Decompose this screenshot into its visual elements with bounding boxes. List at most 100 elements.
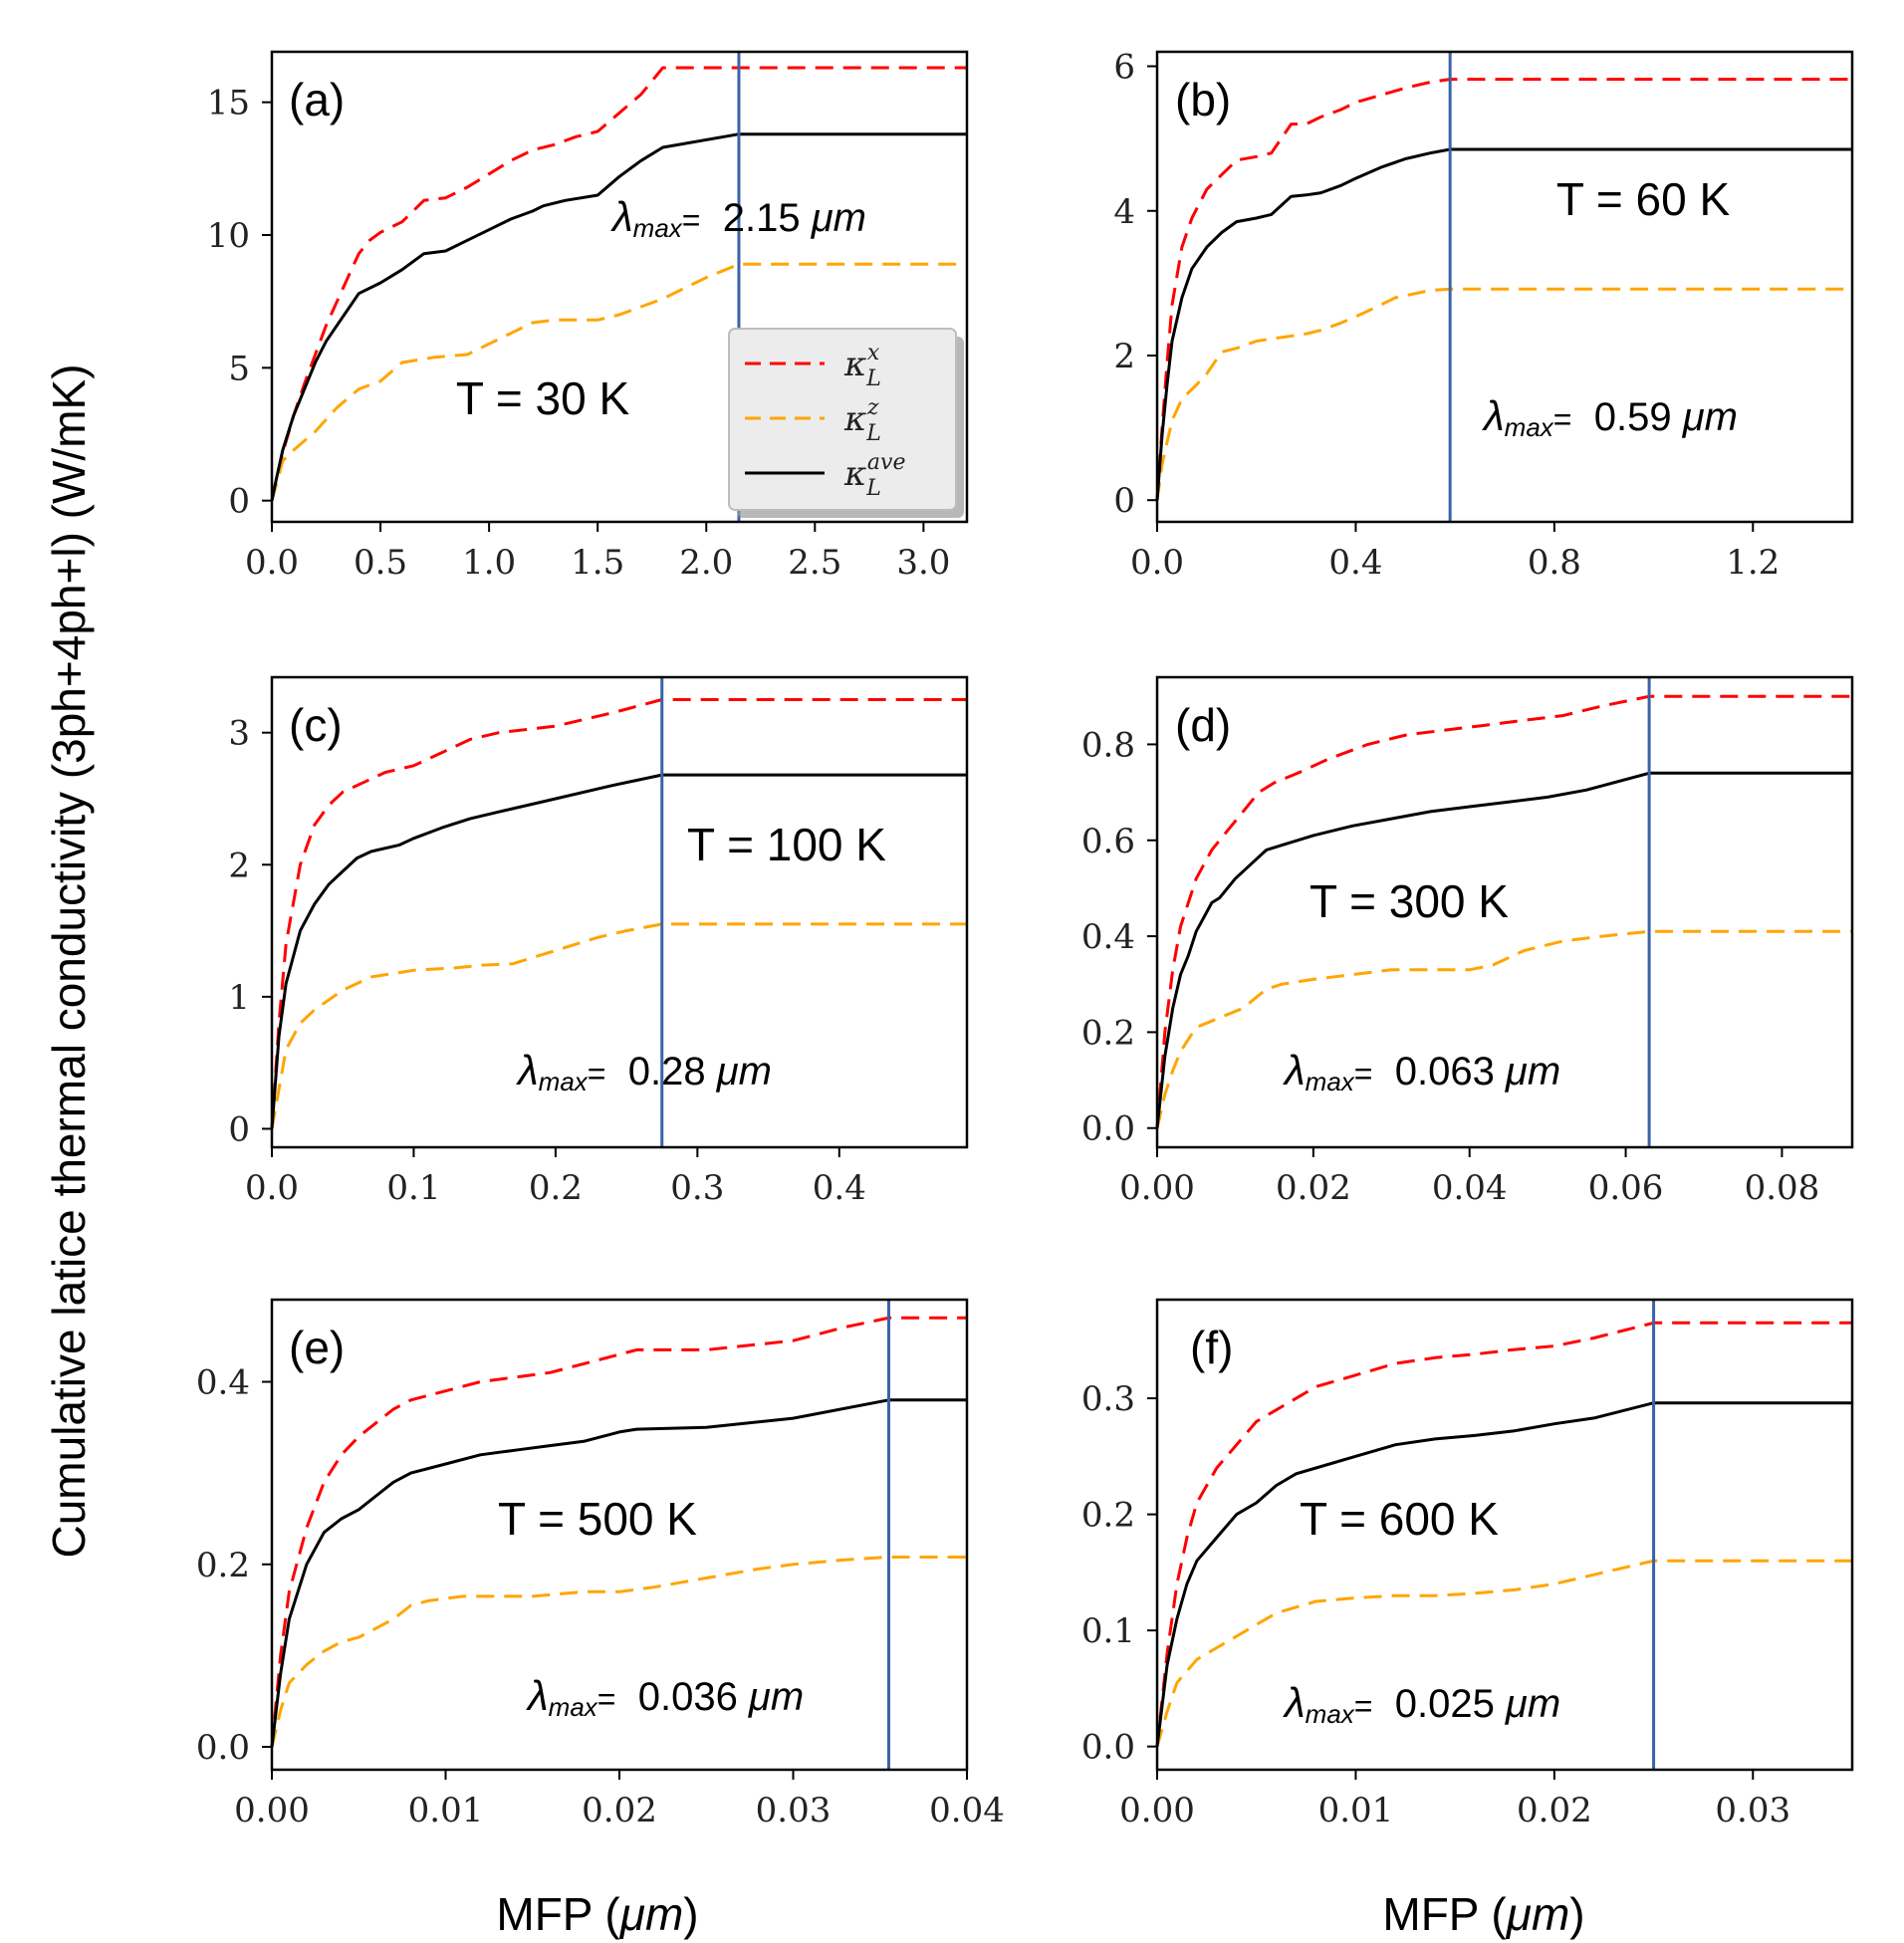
x-tick-label: 0.03 xyxy=(1715,1791,1790,1830)
lambda-max-label: λmax= 0.59 μm xyxy=(1482,392,1738,442)
y-tick-label: 0.6 xyxy=(1081,822,1135,861)
y-tick-label: 0.3 xyxy=(1081,1379,1135,1419)
y-tick-label: 0 xyxy=(1113,481,1135,521)
y-tick-label: 0.1 xyxy=(1081,1611,1135,1651)
series-line-kave xyxy=(270,773,967,1129)
y-axis-label: Cumulative latice thermal conductivity (… xyxy=(43,364,95,1558)
panel-b: 0.0 0.4 0.8 1.2 0 2 4 6 (b) T = 60 K λmax= 0.59 μm xyxy=(1113,48,1854,583)
x-tick-label: 0.01 xyxy=(1318,1791,1394,1830)
x-axis-label-right: MFP (μm) xyxy=(1382,1888,1584,1940)
y-tick-label: 0.2 xyxy=(196,1546,250,1585)
x-tick-label: 1.0 xyxy=(462,543,516,583)
series-line-kx xyxy=(270,1316,967,1748)
y-tick-label: 2 xyxy=(228,846,250,885)
x-tick-label: 0.4 xyxy=(813,1168,866,1208)
series-line-kx xyxy=(1155,1321,1852,1747)
temperature-label: T = 300 K xyxy=(1309,875,1509,927)
x-tick-label: 1.5 xyxy=(571,543,624,583)
legend-label: κLave xyxy=(843,450,905,501)
x-tick-label: 1.2 xyxy=(1726,543,1780,583)
legend-label: κLz xyxy=(843,395,881,446)
x-tick-label: 0.02 xyxy=(1517,1791,1592,1830)
series-line-kave xyxy=(1155,1401,1852,1747)
temperature-label: T = 30 K xyxy=(456,372,630,424)
y-tick-label: 0.0 xyxy=(196,1728,250,1768)
y-tick-label: 0 xyxy=(228,482,250,522)
panel-label: (d) xyxy=(1175,699,1231,751)
y-tick-label: 2 xyxy=(1113,337,1135,376)
panel-a: 0.0 0.5 1.0 1.5 2.0 2.5 3.0 0 5 10 15 (a) T = 30 K λm… xyxy=(207,50,969,583)
panel-e: 0.00 0.01 0.02 0.03 0.04 0.0 0.2 0.4 (e) T = 500 … xyxy=(196,1298,1005,1830)
x-tick-label: 0.06 xyxy=(1588,1168,1664,1208)
legend-label: κLx xyxy=(843,341,881,391)
series-line-kave xyxy=(1155,771,1852,1128)
x-tick-label: 3.0 xyxy=(896,543,950,583)
x-tick-label: 0.8 xyxy=(1528,543,1581,583)
series-line-kave xyxy=(1155,147,1852,501)
panel-label: (c) xyxy=(289,699,343,751)
panel-label: (e) xyxy=(289,1322,345,1373)
temperature-label: T = 60 K xyxy=(1556,173,1731,225)
x-tick-label: 0.0 xyxy=(245,1168,299,1208)
x-tick-label: 0.03 xyxy=(756,1791,832,1830)
panel-label: (f) xyxy=(1190,1322,1233,1373)
series-line-kave xyxy=(270,1398,967,1748)
x-tick-label: 0.1 xyxy=(386,1168,440,1208)
x-tick-label: 0.01 xyxy=(408,1791,484,1830)
x-tick-label: 2.0 xyxy=(679,543,733,583)
y-tick-label: 0.0 xyxy=(1081,1109,1135,1149)
lambda-max-label: λmax= 0.28 μm xyxy=(516,1047,772,1096)
x-tick-label: 0.00 xyxy=(1119,1791,1195,1830)
plot-frame xyxy=(1155,675,1854,1149)
x-tick-label: 0.0 xyxy=(1130,543,1184,583)
series-line-kx xyxy=(270,66,967,502)
x-tick-label: 0.04 xyxy=(929,1791,1005,1830)
series-line-kz xyxy=(1155,287,1852,501)
lambda-max-label: λmax= 0.036 μm xyxy=(526,1672,804,1722)
legend: κLx κLz κLave xyxy=(728,328,964,518)
x-tick-label: 0.00 xyxy=(234,1791,310,1830)
panel-f: 0.00 0.01 0.02 0.03 0.0 0.1 0.2 0.3 (f) T = 600 K… xyxy=(1081,1298,1854,1830)
y-tick-label: 0.4 xyxy=(196,1362,250,1402)
x-tick-label: 0.02 xyxy=(1276,1168,1351,1208)
x-tick-label: 0.08 xyxy=(1745,1168,1820,1208)
y-tick-label: 0 xyxy=(228,1109,250,1149)
y-tick-label: 0.4 xyxy=(1081,917,1135,957)
lambda-max-label: λmax= 0.063 μm xyxy=(1283,1047,1560,1096)
series-line-kx xyxy=(1155,78,1852,501)
series-line-kz xyxy=(270,922,967,1129)
lambda-max-label: λmax= 0.025 μm xyxy=(1283,1679,1560,1729)
x-tick-label: 0.5 xyxy=(354,543,407,583)
temperature-label: T = 600 K xyxy=(1300,1493,1499,1545)
temperature-label: T = 500 K xyxy=(498,1493,697,1545)
y-tick-label: 3 xyxy=(228,714,250,754)
y-tick-label: 5 xyxy=(228,349,250,388)
series-line-kz xyxy=(1155,1559,1852,1748)
x-tick-label: 0.2 xyxy=(529,1168,583,1208)
x-axis-label-left: MFP (μm) xyxy=(496,1888,698,1940)
y-tick-label: 1 xyxy=(228,978,250,1018)
y-tick-label: 10 xyxy=(207,216,250,256)
series-line-kz xyxy=(270,1556,967,1748)
series-line-kave xyxy=(270,132,967,502)
panel-label: (a) xyxy=(289,74,345,125)
panel-c: 0.0 0.1 0.2 0.3 0.4 0 1 2 3 (c) T = 100 K λmax= 0.2… xyxy=(228,675,969,1208)
x-tick-label: 0.02 xyxy=(582,1791,657,1830)
panel-d: 0.00 0.02 0.04 0.06 0.08 0.0 0.2 0.4 0.6 0.8 (d) T … xyxy=(1081,675,1854,1208)
x-tick-label: 0.0 xyxy=(245,543,299,583)
plot-frame xyxy=(270,1298,969,1772)
series-line-kx xyxy=(1155,694,1852,1128)
x-tick-label: 0.3 xyxy=(670,1168,724,1208)
plot-frame xyxy=(1155,1298,1854,1772)
x-tick-label: 0.04 xyxy=(1432,1168,1508,1208)
y-tick-label: 15 xyxy=(207,84,250,123)
series-line-kx xyxy=(270,698,967,1129)
y-tick-label: 0.2 xyxy=(1081,1013,1135,1053)
x-tick-label: 2.5 xyxy=(788,543,841,583)
y-tick-label: 4 xyxy=(1113,192,1135,232)
plot-frame xyxy=(270,50,969,524)
y-tick-label: 6 xyxy=(1113,48,1135,88)
x-tick-label: 0.4 xyxy=(1328,543,1382,583)
y-tick-label: 0.2 xyxy=(1081,1496,1135,1536)
